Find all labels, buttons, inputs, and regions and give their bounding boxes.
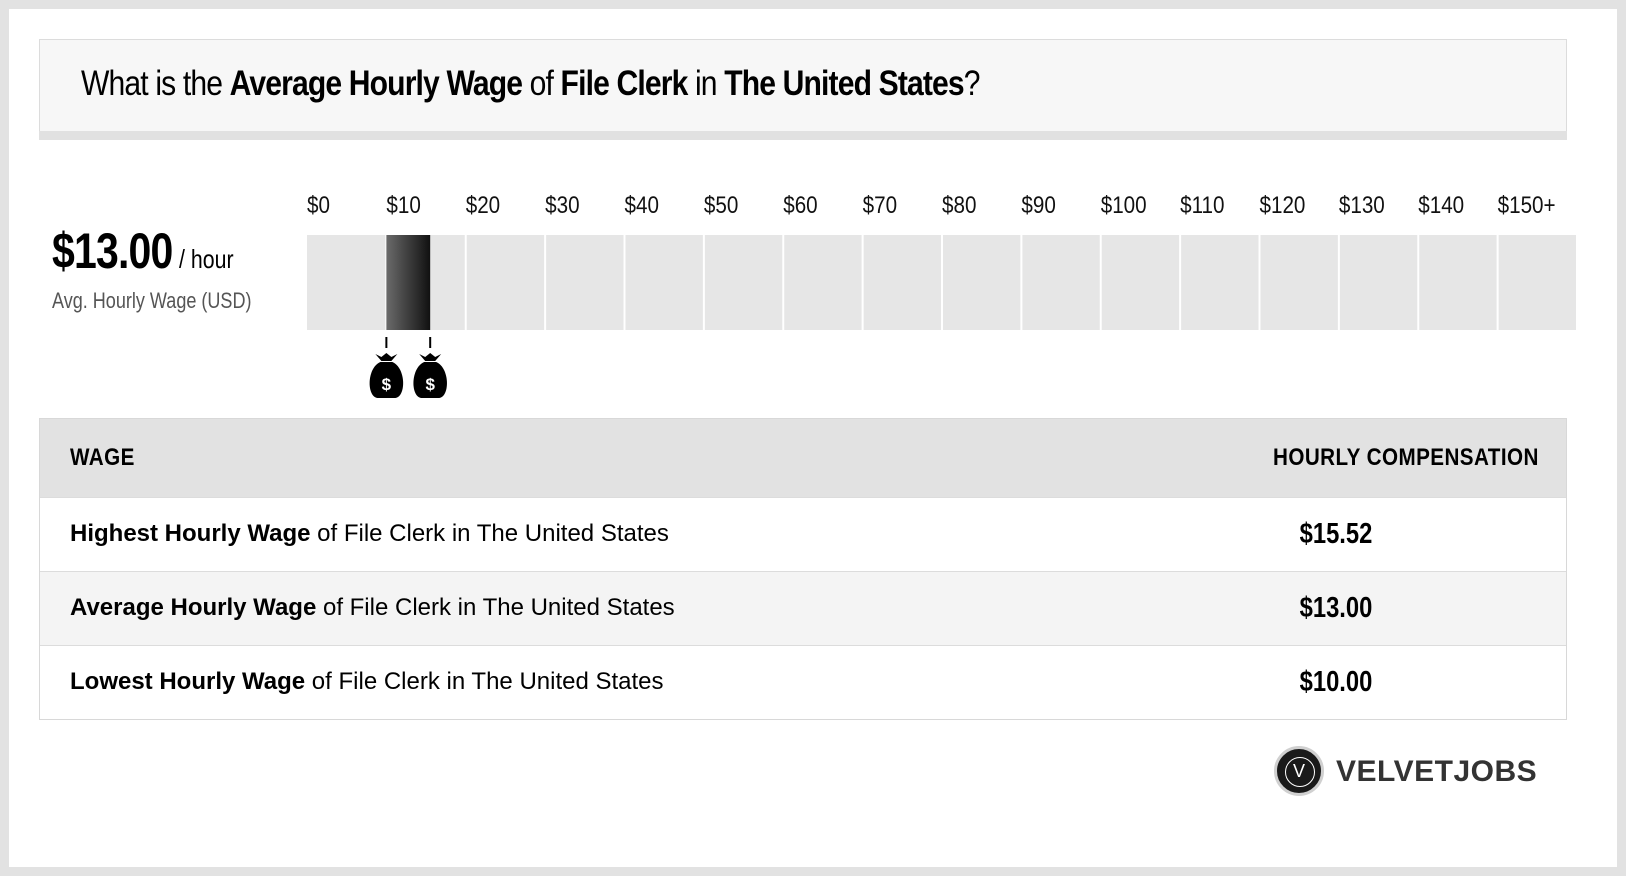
money-bag-icon-high: $ — [413, 337, 447, 398]
average-wage-value: $13.00/ hour — [52, 223, 234, 279]
average-wage-unit: / hour — [179, 244, 234, 274]
row-label: Lowest Hourly Wage of File Clerk in The … — [70, 668, 664, 695]
track-segment — [546, 235, 624, 330]
row-label: Average Hourly Wage of File Clerk in The… — [70, 594, 675, 621]
column-header-compensation: HOURLY COMPENSATION — [1273, 444, 1539, 471]
x-tick-label: $100 — [1101, 192, 1147, 219]
table-row-highest: Highest Hourly Wage of File Clerk in The… — [40, 497, 1566, 571]
track-segment — [1101, 235, 1180, 330]
row-label: Highest Hourly Wage of File Clerk in The… — [70, 520, 669, 547]
question-header: What is the Average Hourly Wage of File … — [39, 39, 1567, 139]
money-bag-icon-low: $ — [369, 337, 404, 398]
track-segment — [307, 235, 386, 330]
x-tick-label: $0 — [307, 192, 330, 219]
track-segment — [784, 235, 862, 330]
logo-mark-icon: V — [1274, 746, 1324, 796]
track-segment — [1498, 235, 1576, 330]
track-segment — [1419, 235, 1497, 330]
x-tick-label: $10 — [386, 192, 420, 219]
track-segment — [704, 235, 783, 330]
logo-text: VELVETJOBS — [1336, 755, 1538, 788]
x-tick-label: $30 — [545, 192, 579, 219]
x-tick-label: $150+ — [1498, 192, 1556, 219]
wage-range-chart: $0 $10 $20 $30 $40 $50 $60 $70 $80 $90 $100 $110 $12… — [307, 192, 1576, 398]
x-tick-label: $140 — [1418, 192, 1464, 219]
x-tick-label: $110 — [1180, 192, 1224, 219]
track-segment — [1022, 235, 1100, 330]
track-segment — [863, 235, 941, 330]
table-header: WAGE HOURLY COMPENSATION — [40, 419, 1566, 497]
track-segment — [1339, 235, 1418, 330]
table-row-average: Average Hourly Wage of File Clerk in The… — [40, 571, 1566, 645]
x-tick-label: $20 — [466, 192, 500, 219]
svg-text:$: $ — [425, 375, 435, 394]
track-segment — [466, 235, 545, 330]
velvetjobs-logo[interactable]: V VELVETJOBS — [1274, 746, 1544, 800]
x-tick-label: $70 — [863, 192, 897, 219]
x-tick-label: $40 — [624, 192, 658, 219]
wage-table: WAGE HOURLY COMPENSATION Highest Hourly … — [39, 418, 1567, 720]
x-tick-label: $80 — [942, 192, 976, 219]
x-tick-label: $90 — [1021, 192, 1055, 219]
track-segment — [625, 235, 703, 330]
row-value: $10.00 — [1299, 666, 1373, 698]
row-value: $13.00 — [1299, 592, 1373, 624]
x-tick-label: $60 — [783, 192, 817, 219]
svg-text:$: $ — [382, 375, 392, 394]
wage-range-bar — [386, 235, 431, 330]
x-tick-label: $50 — [704, 192, 738, 219]
track-segment — [943, 235, 1021, 330]
track-segment — [1181, 235, 1259, 330]
column-header-wage: WAGE — [70, 444, 135, 471]
header-divider — [39, 131, 1567, 140]
average-wage-caption: Avg. Hourly Wage (USD) — [52, 288, 252, 313]
x-tick-label: $120 — [1260, 192, 1306, 219]
page-title: What is the Average Hourly Wage of File … — [81, 64, 981, 103]
x-tick-label: $130 — [1339, 192, 1385, 219]
table-row-lowest: Lowest Hourly Wage of File Clerk in The … — [40, 645, 1566, 719]
row-value: $15.52 — [1299, 518, 1373, 550]
track-segment — [1260, 235, 1338, 330]
